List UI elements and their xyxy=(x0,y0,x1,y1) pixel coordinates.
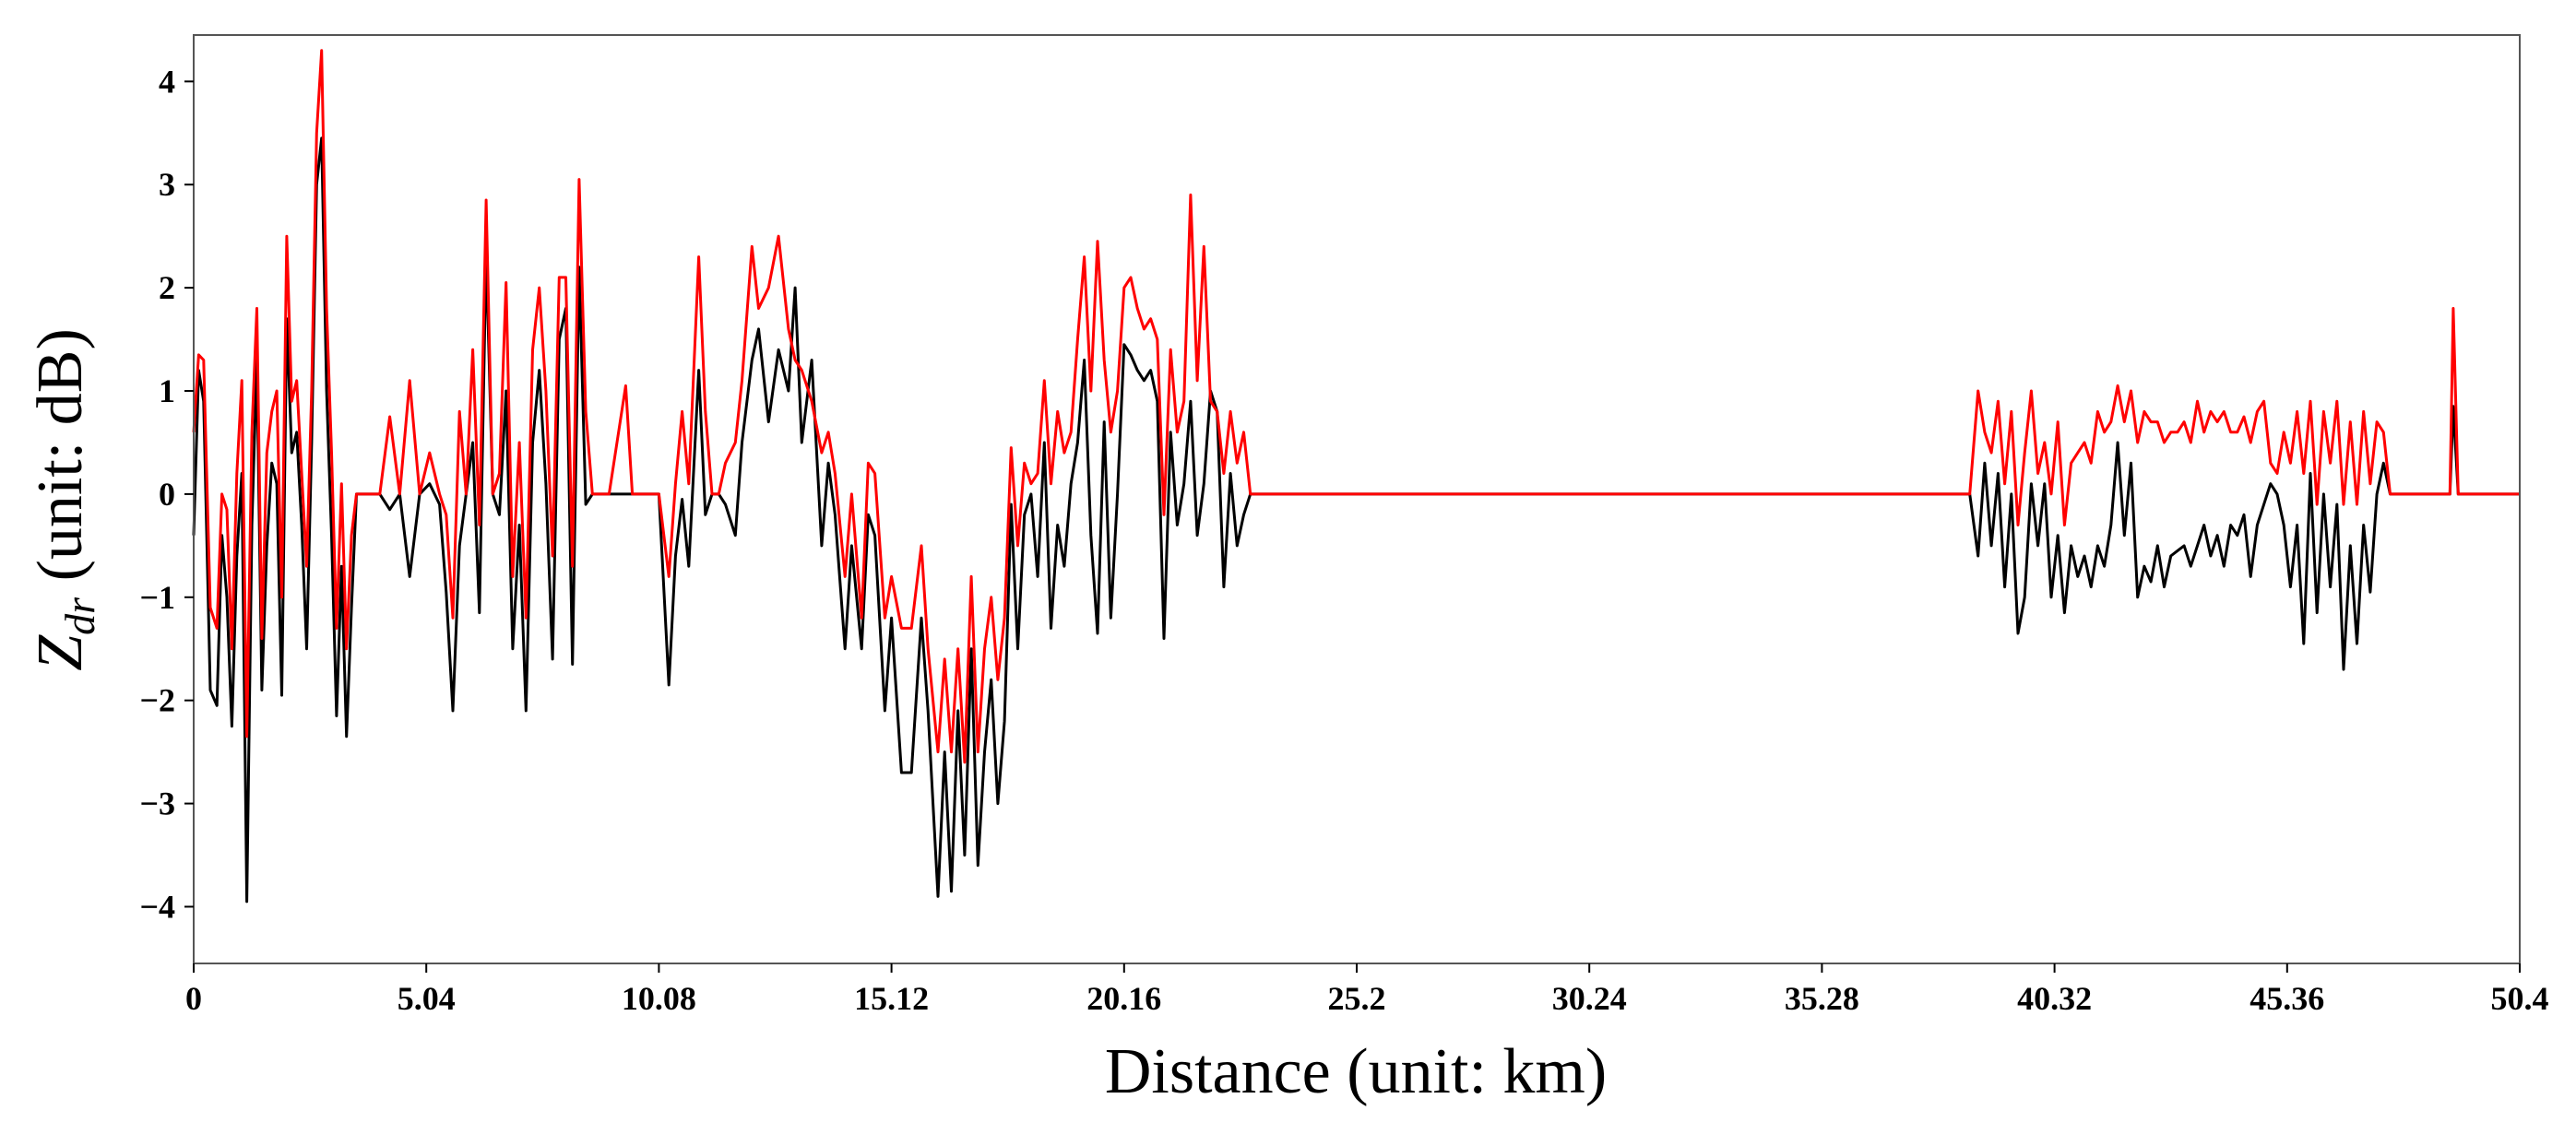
y-axis-title-subscript: dr xyxy=(56,597,103,635)
x-tick-label: 40.32 xyxy=(2017,980,2092,1017)
x-tick-label: 20.16 xyxy=(1086,980,1161,1017)
x-tick-label: 50.4 xyxy=(2491,980,2549,1017)
x-tick-label: 45.36 xyxy=(2250,980,2324,1017)
series-layer xyxy=(192,49,2520,904)
y-tick-label: 1 xyxy=(159,372,175,409)
x-axis-title: Distance (unit: km) xyxy=(1105,1036,1607,1107)
x-tick-label: 0 xyxy=(185,980,202,1017)
x-tick-label: 25.2 xyxy=(1328,980,1386,1017)
y-tick-label: 0 xyxy=(159,476,175,513)
y-tick-label: 3 xyxy=(159,166,175,203)
plot-background xyxy=(194,35,2520,963)
y-axis-title-unit: (unit: dB) xyxy=(25,328,96,597)
x-tick-label: 35.28 xyxy=(1785,980,1859,1017)
y-tick-label: −2 xyxy=(139,682,175,719)
series-line-1 xyxy=(192,49,2520,764)
y-tick-label: −3 xyxy=(139,786,175,822)
tick-layer: 0 5.04 10.08 15.12 20.16 25.2 30.24 35.28 40.32 4… xyxy=(139,63,2548,1017)
y-tick-label: 4 xyxy=(159,63,175,100)
series-line-0 xyxy=(192,136,2520,904)
y-tick-label: −4 xyxy=(139,888,175,925)
x-tick-label: 30.24 xyxy=(1552,980,1627,1017)
x-tick-label: 10.08 xyxy=(622,980,696,1017)
x-tick-label: 5.04 xyxy=(398,980,456,1017)
y-tick-label: −1 xyxy=(139,579,175,616)
y-tick-label: 2 xyxy=(159,269,175,306)
x-tick-label: 15.12 xyxy=(854,980,929,1017)
y-axis-title-main: Z xyxy=(25,634,96,671)
y-axis-title: Zdr (unit: dB) xyxy=(25,328,103,671)
